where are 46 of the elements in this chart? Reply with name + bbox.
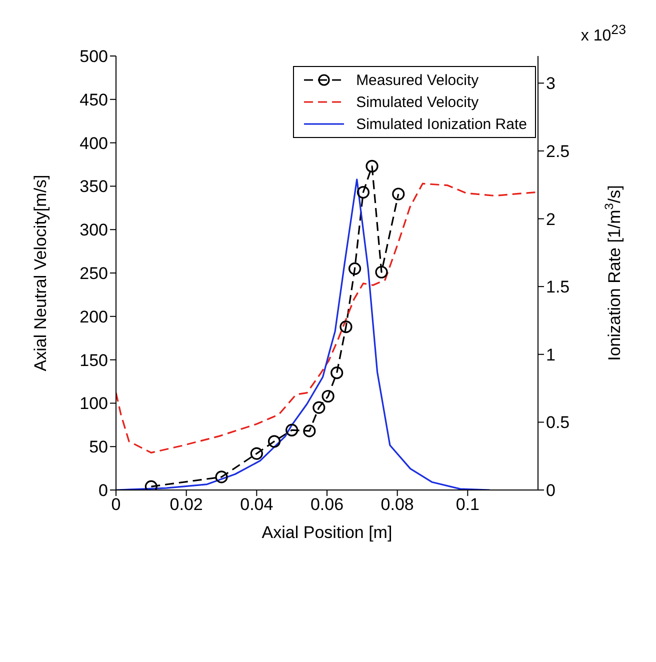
point (268, 435, 281, 448)
text: x 10$^{23}$ (580, 22, 626, 46)
y-tick-label: 50 (89, 438, 108, 457)
point (312, 401, 326, 414)
y2-tick-label: 3 (546, 74, 556, 94)
y-tick-label: 300 (80, 220, 108, 240)
y2-tick-label: 0 (546, 481, 556, 500)
x-tick-label: 0.1 (456, 495, 480, 514)
point (392, 188, 405, 200)
point (356, 186, 370, 199)
legend-label: Simulated Ionization Rate (356, 116, 527, 132)
point (250, 447, 263, 460)
y2-tick-label: 2 (546, 210, 556, 229)
x-tick-label: 0.02 (170, 495, 203, 514)
x-tick-label: 0.08 (380, 495, 414, 514)
point (340, 320, 352, 334)
legend-label: Simulated Velocity (356, 94, 479, 110)
point (375, 266, 388, 278)
y-tick-label: 0 (98, 481, 108, 500)
legend-label: Measured Velocity (356, 72, 479, 88)
x-tick-label: 0 (111, 495, 121, 514)
y-tick-label: 500 (80, 47, 108, 66)
x-axis-title: Axial Position [m] (262, 523, 392, 542)
x-tick-label: 0.04 (240, 495, 274, 514)
y-tick-label: 100 (80, 394, 108, 414)
y-tick-label: 200 (80, 307, 108, 326)
y-tick-label: 250 (80, 264, 108, 284)
point (322, 390, 334, 403)
point (286, 424, 298, 436)
line-series (116, 178, 491, 490)
point (366, 160, 378, 173)
point (303, 424, 316, 438)
y-tick-label: 400 (80, 134, 108, 153)
y2-tick-label: 1 (546, 345, 556, 364)
y-axis-title: Axial Neutral Velocity[m/s] (31, 174, 50, 372)
y2-tick-label: 2.5 (546, 142, 570, 161)
y-tick-label: 150 (80, 350, 108, 370)
y-tick-label: 450 (80, 90, 108, 110)
point (215, 470, 228, 484)
y2-tick-label: 1.5 (546, 278, 570, 297)
point (348, 262, 362, 275)
point (330, 366, 344, 380)
y-tick-label: 350 (80, 177, 108, 196)
line-series (116, 182, 536, 454)
y2-tick-label: 0.5 (546, 413, 570, 432)
x-tick-label: 0.06 (310, 495, 344, 514)
